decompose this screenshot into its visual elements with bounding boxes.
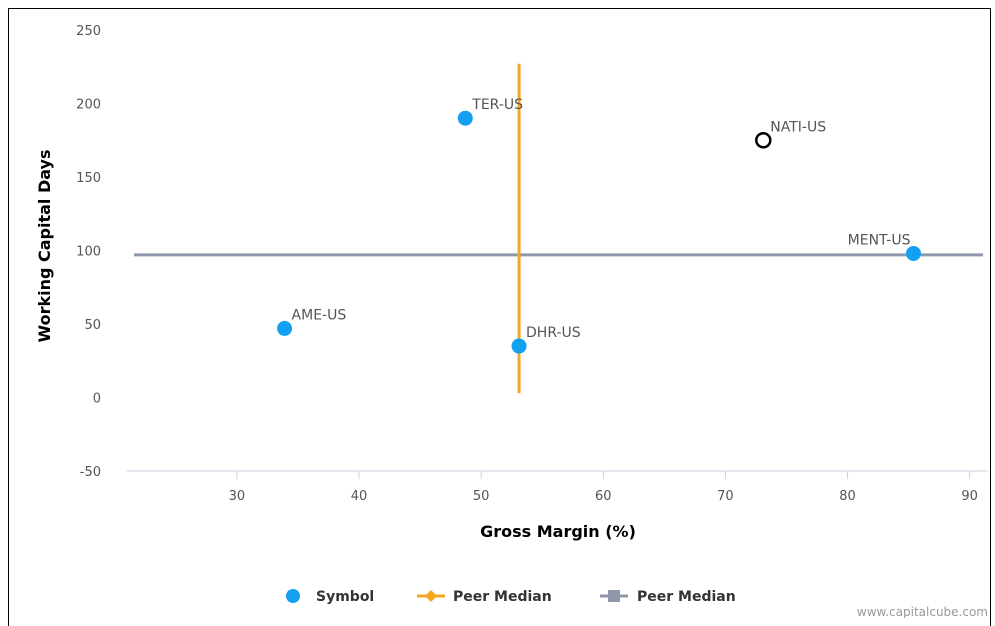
data-point[interactable] <box>511 338 527 354</box>
legend-marker-diamond <box>425 590 437 602</box>
x-tick-label: 90 <box>961 489 978 504</box>
data-points: TER-US AME-US DHR-US MENT-US NATI-US <box>277 97 922 354</box>
y-tick-label: 50 <box>84 318 101 333</box>
y-axis-ticks: 250 200 150 100 50 0 -50 <box>76 24 101 480</box>
x-tick-label: 40 <box>351 489 368 504</box>
x-tick-label: 60 <box>595 489 612 504</box>
legend[interactable]: Symbol Peer Median Peer Median <box>286 589 736 605</box>
x-axis-title: Gross Margin (%) <box>480 522 636 541</box>
legend-label: Symbol <box>316 589 374 605</box>
x-tick-label: 30 <box>229 489 246 504</box>
data-point-label: NATI-US <box>770 119 826 135</box>
legend-item[interactable]: Symbol <box>286 589 374 605</box>
data-point-label: TER-US <box>471 97 523 113</box>
legend-marker-circle <box>286 589 300 603</box>
x-tick-label: 50 <box>473 489 490 504</box>
x-axis-ticks: 30 40 50 60 70 80 90 <box>229 471 978 504</box>
y-tick-label: 250 <box>76 24 101 39</box>
y-tick-label: -50 <box>80 465 101 480</box>
data-point[interactable] <box>457 110 473 126</box>
x-tick-label: 80 <box>839 489 856 504</box>
y-axis-title: Working Capital Days <box>35 149 54 342</box>
y-tick-label: 0 <box>93 392 101 407</box>
data-point[interactable] <box>277 320 293 336</box>
legend-label: Peer Median <box>453 589 552 605</box>
y-tick-label: 150 <box>76 171 101 186</box>
legend-item[interactable]: Peer Median <box>600 589 736 605</box>
legend-label: Peer Median <box>637 589 736 605</box>
data-point-label: AME-US <box>292 307 347 323</box>
data-point-label: DHR-US <box>526 325 581 341</box>
data-point-label: MENT-US <box>848 232 911 248</box>
legend-marker-square <box>608 590 620 602</box>
peer-median-lines <box>134 63 983 394</box>
data-point[interactable] <box>906 245 922 261</box>
y-tick-label: 200 <box>76 98 101 113</box>
legend-item[interactable]: Peer Median <box>417 589 552 605</box>
data-point-hollow[interactable] <box>755 132 772 149</box>
credit-text: www.capitalcube.com <box>857 605 988 618</box>
x-tick-label: 70 <box>717 489 734 504</box>
chart-frame <box>8 8 991 626</box>
y-tick-label: 100 <box>76 245 101 260</box>
